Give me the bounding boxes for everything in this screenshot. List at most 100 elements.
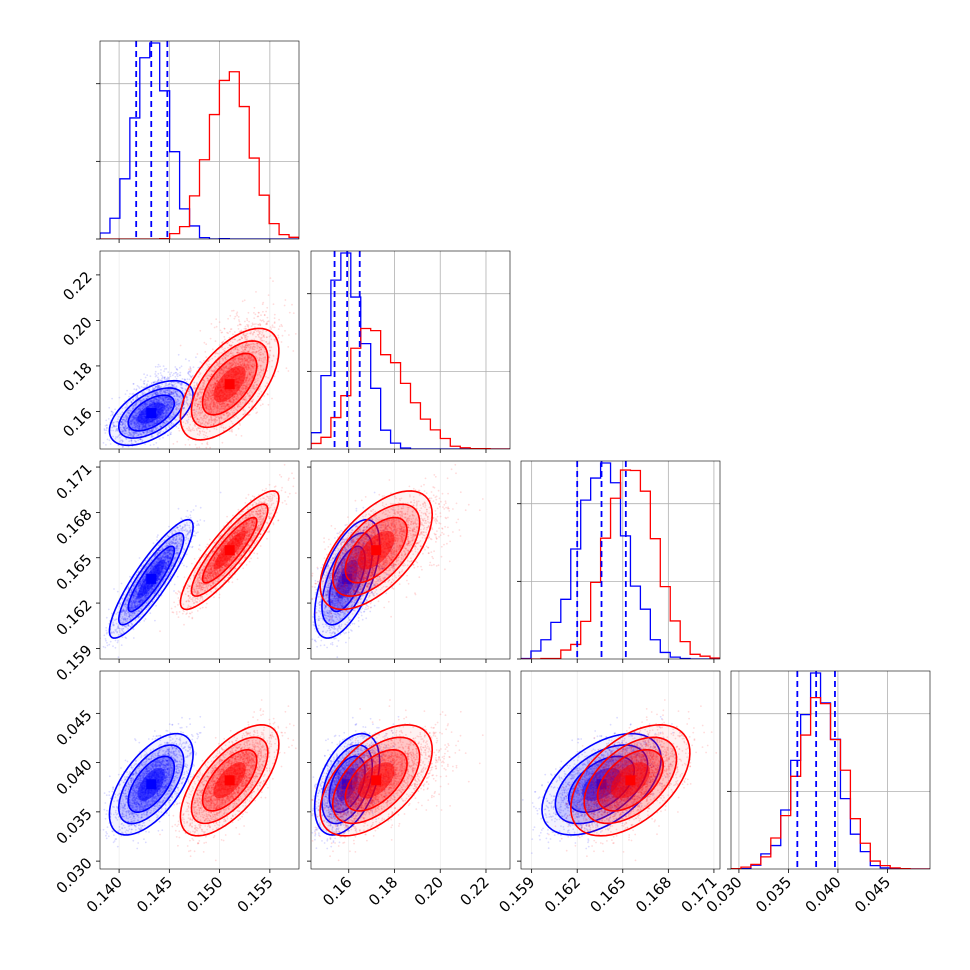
- scatter-point: [254, 407, 257, 410]
- scatter-point: [122, 429, 125, 432]
- scatter-point: [158, 417, 161, 420]
- scatter-point: [194, 387, 197, 390]
- scatter-point: [112, 424, 115, 427]
- scatter-point: [172, 443, 175, 445]
- scatter-point: [108, 439, 111, 442]
- scatter-point: [184, 388, 187, 390]
- scatter-point: [144, 403, 146, 406]
- scatter-point: [188, 388, 191, 391]
- scatter-point: [143, 391, 146, 394]
- scatter-point: [147, 395, 150, 398]
- scatter-point: [267, 403, 270, 406]
- scatter-point: [228, 336, 231, 339]
- scatter-point: [140, 378, 142, 381]
- scatter-point: [157, 446, 159, 449]
- scatter-point: [164, 427, 167, 430]
- scatter-point: [119, 426, 122, 429]
- scatter-point: [233, 331, 236, 333]
- scatter-point: [152, 424, 154, 427]
- scatter-point: [177, 400, 179, 403]
- scatter-point: [176, 369, 179, 371]
- scatter-point: [220, 331, 223, 334]
- scatter-point: [158, 438, 161, 440]
- scatter-point: [156, 421, 159, 424]
- scatter-point: [136, 417, 139, 420]
- scatter-point: [159, 380, 162, 382]
- scatter-point: [164, 411, 167, 414]
- scatter-point: [144, 398, 147, 401]
- scatter-point: [154, 391, 157, 394]
- scatter-point: [136, 408, 139, 411]
- scatter-point: [165, 367, 168, 370]
- scatter-point: [165, 384, 168, 386]
- scatter-point: [288, 311, 291, 314]
- scatter-point: [136, 434, 139, 437]
- histogram-series-1: [100, 71, 299, 239]
- scatter-point: [186, 396, 189, 398]
- scatter-point: [152, 422, 155, 425]
- scatter-point: [112, 435, 114, 438]
- scatter-point: [165, 411, 167, 413]
- scatter-point: [155, 398, 158, 401]
- scatter-point: [299, 308, 301, 310]
- scatter-point: [173, 401, 176, 403]
- scatter-point: [112, 425, 115, 428]
- scatter-point: [261, 303, 264, 306]
- scatter-point: [138, 425, 141, 428]
- scatter-point: [140, 425, 143, 428]
- scatter-point: [201, 442, 204, 445]
- scatter-point: [151, 422, 154, 424]
- scatter-point: [171, 411, 174, 414]
- scatter-point: [163, 401, 166, 403]
- scatter-point: [120, 420, 123, 423]
- scatter-point: [156, 422, 159, 424]
- scatter-point: [158, 384, 161, 387]
- scatter-point: [118, 396, 121, 399]
- scatter-point: [229, 330, 231, 333]
- scatter-point: [122, 431, 124, 434]
- scatter-point: [155, 385, 158, 388]
- scatter-point: [121, 430, 124, 432]
- scatter-point: [141, 404, 144, 407]
- scatter-point: [160, 400, 163, 403]
- scatter-point: [283, 304, 286, 307]
- scatter-point: [124, 425, 127, 427]
- scatter-point: [160, 415, 163, 418]
- scatter-point: [148, 390, 150, 393]
- scatter-point: [165, 410, 168, 413]
- scatter-point: [125, 420, 128, 423]
- scatter-point: [159, 418, 162, 421]
- scatter-point: [137, 427, 140, 430]
- scatter-point: [262, 310, 264, 313]
- scatter-point: [169, 408, 172, 410]
- scatter-point: [133, 418, 136, 420]
- scatter-point: [144, 425, 147, 428]
- scatter-point: [171, 384, 174, 386]
- scatter-point: [173, 411, 175, 413]
- scatter-point: [160, 414, 163, 417]
- scatter-point: [141, 427, 143, 430]
- scatter-point: [147, 424, 150, 426]
- scatter-point: [166, 411, 169, 414]
- scatter-point: [136, 422, 139, 425]
- scatter-point: [143, 398, 145, 401]
- scatter-point: [153, 401, 155, 404]
- scatter-point: [103, 428, 106, 430]
- scatter-point: [174, 403, 177, 406]
- scatter-point: [165, 395, 168, 398]
- scatter-point: [129, 419, 132, 422]
- scatter-point: [161, 376, 164, 379]
- scatter-point: [135, 414, 138, 417]
- scatter-point: [156, 380, 159, 382]
- scatter-point: [160, 374, 163, 377]
- scatter-point: [163, 399, 166, 402]
- scatter-point: [135, 403, 138, 405]
- scatter-point: [172, 412, 175, 415]
- scatter-point: [159, 389, 162, 392]
- scatter-point: [284, 299, 287, 301]
- scatter-point: [157, 366, 159, 368]
- scatter-point: [177, 449, 179, 451]
- scatter-point: [163, 370, 166, 373]
- scatter-point: [163, 402, 166, 405]
- scatter-point: [271, 324, 274, 327]
